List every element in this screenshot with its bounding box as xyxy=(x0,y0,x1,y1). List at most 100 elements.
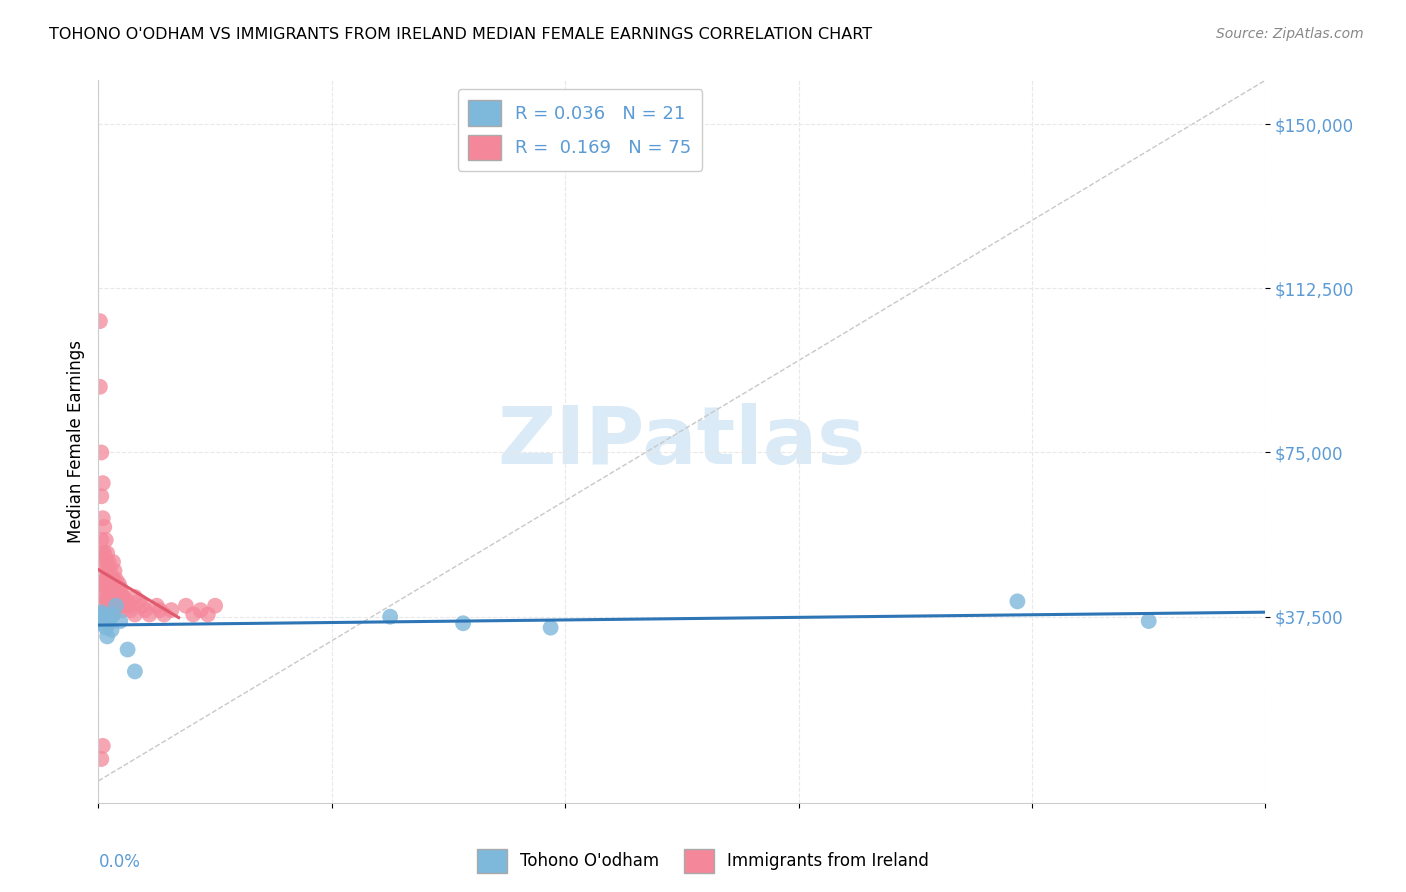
Point xyxy=(96,564,118,578)
Point xyxy=(160,603,183,617)
Y-axis label: Median Female Earnings: Median Female Earnings xyxy=(66,340,84,543)
Point xyxy=(90,599,112,613)
Point xyxy=(108,577,131,591)
Point xyxy=(97,590,120,604)
Point xyxy=(149,603,172,617)
Point xyxy=(111,585,134,599)
Point xyxy=(124,590,146,604)
Point xyxy=(380,609,402,624)
Point xyxy=(98,599,121,613)
Point xyxy=(91,546,114,560)
Point xyxy=(120,603,142,617)
Point xyxy=(93,607,115,622)
Point xyxy=(89,577,111,591)
Point xyxy=(100,590,122,604)
Point xyxy=(94,573,117,587)
Text: TOHONO O'ODHAM VS IMMIGRANTS FROM IRELAND MEDIAN FEMALE EARNINGS CORRELATION CHA: TOHONO O'ODHAM VS IMMIGRANTS FROM IRELAN… xyxy=(49,27,872,42)
Point xyxy=(97,573,120,587)
Point xyxy=(101,573,124,587)
Point xyxy=(91,739,114,753)
Point xyxy=(131,599,153,613)
Point xyxy=(110,581,132,595)
Point xyxy=(101,590,124,604)
Text: 0.0%: 0.0% xyxy=(98,854,141,871)
Point xyxy=(90,577,112,591)
Point xyxy=(93,590,115,604)
Point xyxy=(98,564,121,578)
Point xyxy=(90,616,112,631)
Legend: R = 0.036   N = 21, R =  0.169   N = 75: R = 0.036 N = 21, R = 0.169 N = 75 xyxy=(457,89,703,171)
Point xyxy=(103,564,125,578)
Point xyxy=(90,752,112,766)
Point xyxy=(451,616,474,631)
Point xyxy=(97,616,120,631)
Point xyxy=(104,590,127,604)
Point xyxy=(134,603,156,617)
Point xyxy=(124,607,146,622)
Point xyxy=(117,642,139,657)
Point xyxy=(110,599,132,613)
Point xyxy=(124,665,146,679)
Point xyxy=(181,607,204,622)
Point xyxy=(540,621,562,635)
Point xyxy=(89,380,111,394)
Point xyxy=(90,533,112,547)
Point xyxy=(93,546,115,560)
Point xyxy=(101,607,124,622)
Point xyxy=(153,607,176,622)
Point xyxy=(91,577,114,591)
Point xyxy=(89,314,111,328)
Point xyxy=(138,607,160,622)
Point xyxy=(117,594,139,608)
Text: Source: ZipAtlas.com: Source: ZipAtlas.com xyxy=(1216,27,1364,41)
Point xyxy=(174,599,197,613)
Point xyxy=(91,612,114,626)
Point xyxy=(93,607,115,622)
Point xyxy=(94,609,117,624)
Point xyxy=(90,489,112,503)
Point xyxy=(115,599,138,613)
Point xyxy=(97,607,120,622)
Point xyxy=(94,621,117,635)
Point xyxy=(96,546,118,560)
Point xyxy=(190,603,212,617)
Legend: Tohono O'odham, Immigrants from Ireland: Tohono O'odham, Immigrants from Ireland xyxy=(470,842,936,880)
Point xyxy=(101,607,124,622)
Point xyxy=(103,581,125,595)
Point xyxy=(204,599,226,613)
Point xyxy=(93,520,115,534)
Point xyxy=(98,612,121,626)
Point xyxy=(128,594,150,608)
Point xyxy=(1007,594,1029,608)
Point xyxy=(100,573,122,587)
Text: ZIPatlas: ZIPatlas xyxy=(498,402,866,481)
Point xyxy=(94,590,117,604)
Point xyxy=(1137,614,1160,628)
Point xyxy=(108,594,131,608)
Point xyxy=(94,607,117,622)
Point xyxy=(91,476,114,491)
Point xyxy=(118,599,141,613)
Point xyxy=(90,445,112,459)
Point xyxy=(146,599,169,613)
Point xyxy=(105,581,128,595)
Point xyxy=(105,599,128,613)
Point xyxy=(89,609,111,624)
Point xyxy=(111,603,134,617)
Point xyxy=(94,533,117,547)
Point xyxy=(114,594,136,608)
Point xyxy=(197,607,219,622)
Point xyxy=(104,573,127,587)
Point xyxy=(91,511,114,525)
Point xyxy=(110,614,132,628)
Point xyxy=(98,581,121,595)
Point xyxy=(104,599,127,613)
Point xyxy=(94,555,117,569)
Point xyxy=(100,623,122,637)
Point xyxy=(90,605,112,619)
Point xyxy=(93,568,115,582)
Point xyxy=(96,629,118,643)
Point xyxy=(97,555,120,569)
Point xyxy=(90,555,112,569)
Point xyxy=(101,555,124,569)
